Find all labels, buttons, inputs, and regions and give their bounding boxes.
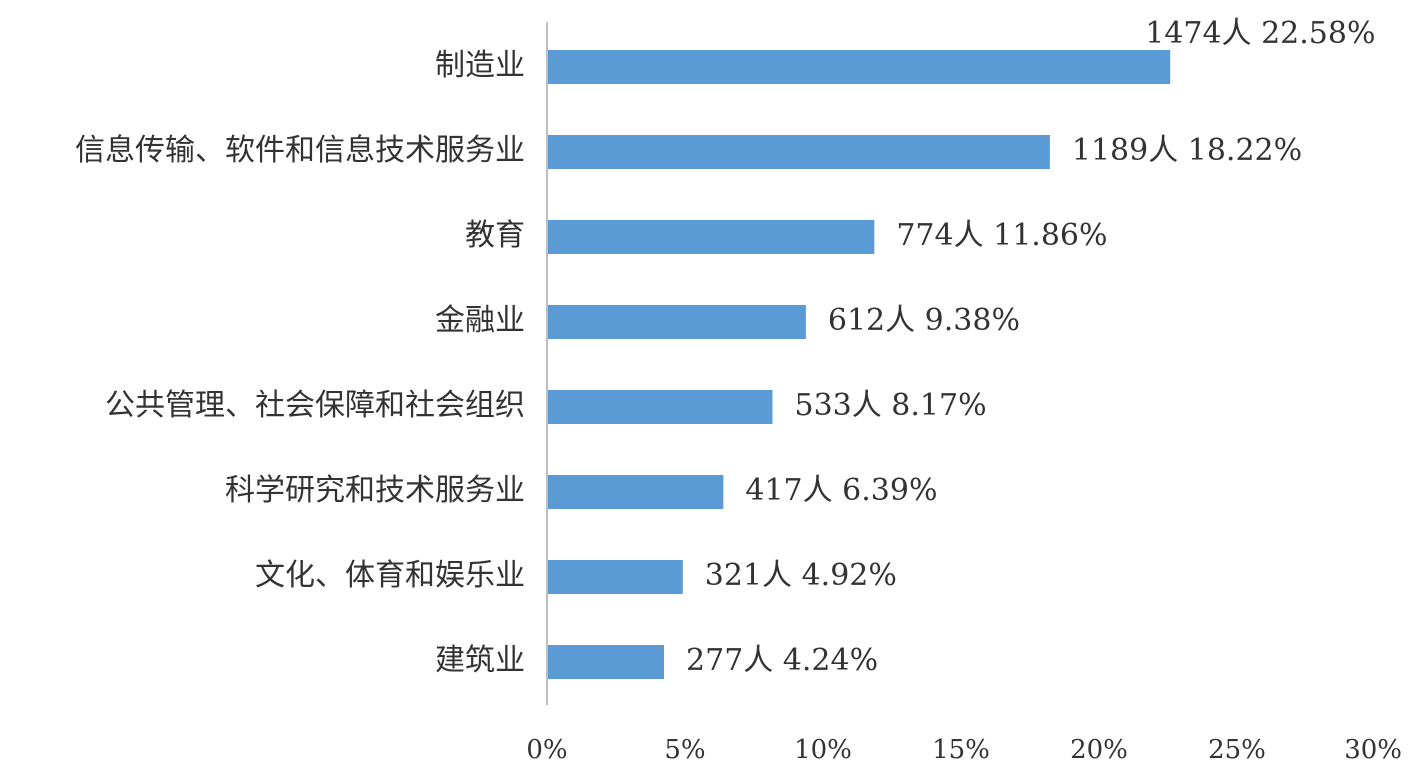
data-label-3: 612人 9.38% — [828, 303, 1020, 338]
category-label-5: 科学研究和技术服务业 — [225, 473, 525, 508]
bar-3 — [547, 305, 806, 339]
x-tick-label-6: 30% — [1344, 735, 1402, 765]
bar-6 — [547, 560, 683, 594]
bar-0 — [547, 50, 1171, 84]
bar-2 — [547, 220, 875, 254]
x-tick-label-0: 0% — [526, 735, 567, 765]
category-label-6: 文化、体育和娱乐业 — [255, 558, 525, 593]
data-label-2: 774人 11.86% — [896, 218, 1107, 253]
category-label-3: 金融业 — [435, 303, 525, 338]
bars-group — [547, 50, 1171, 679]
bar-4 — [547, 390, 773, 424]
bar-7 — [547, 645, 665, 679]
x-tick-label-1: 5% — [664, 735, 705, 765]
x-tick-labels-group: 0% 5% 10% 15% 20% 25% 30% — [526, 735, 1402, 765]
data-label-1: 1189人 18.22% — [1072, 133, 1302, 168]
x-tick-label-3: 15% — [932, 735, 990, 765]
data-label-4: 533人 8.17% — [794, 388, 986, 423]
category-label-7: 建筑业 — [435, 643, 525, 678]
data-label-5: 417人 6.39% — [745, 473, 937, 508]
category-label-2: 教育 — [465, 218, 525, 253]
data-labels-group: 1474人 22.58% 1189人 18.22% 774人 11.86% 612人 … — [686, 16, 1375, 678]
category-labels-group: 制造业信息传输、软件和信息技术服务业教育金融业公共管理、社会保障和社会组织科学研… — [75, 48, 525, 678]
data-label-7: 277人 4.24% — [686, 643, 878, 678]
data-label-6: 321人 4.92% — [705, 558, 897, 593]
x-tick-label-4: 20% — [1070, 735, 1128, 765]
bar-1 — [547, 135, 1050, 169]
x-tick-label-2: 10% — [794, 735, 852, 765]
bar-5 — [547, 475, 724, 509]
category-label-0: 制造业 — [435, 48, 525, 83]
category-label-1: 信息传输、软件和信息技术服务业 — [75, 133, 525, 168]
data-label-0: 1474人 22.58% — [1145, 16, 1375, 51]
category-label-4: 公共管理、社会保障和社会组织 — [105, 388, 525, 423]
x-tick-label-5: 25% — [1208, 735, 1266, 765]
